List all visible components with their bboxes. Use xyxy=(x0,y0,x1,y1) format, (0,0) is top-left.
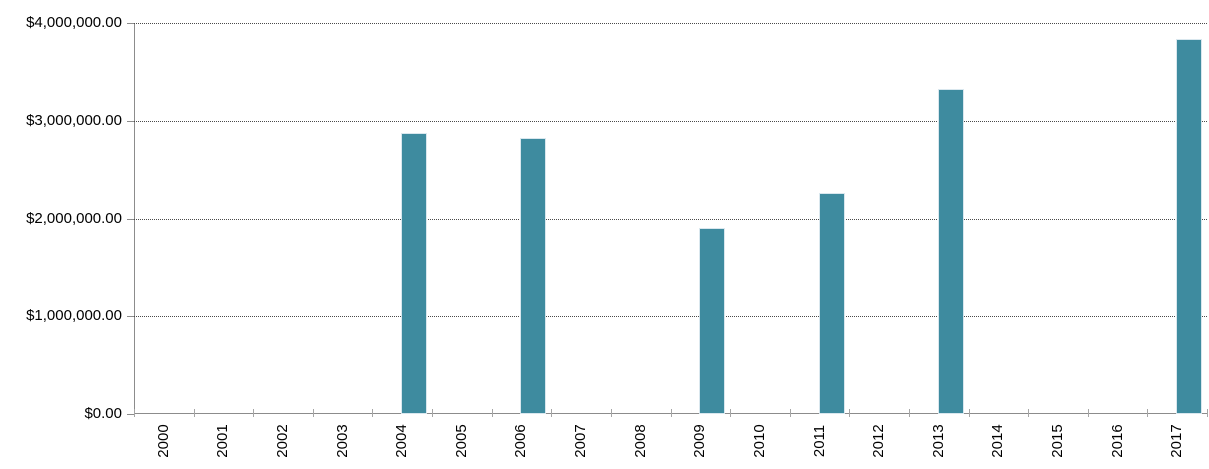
gridline xyxy=(134,121,1207,122)
bar-2009 xyxy=(699,228,725,414)
x-axis-tick-label: 2016 xyxy=(1109,424,1126,458)
x-axis-tick-mark xyxy=(194,409,195,417)
x-axis-tick-label: 2015 xyxy=(1049,424,1066,458)
y-axis-tick-mark xyxy=(127,23,134,24)
x-axis-tick-label: 2013 xyxy=(930,424,947,458)
x-axis-tick-label: 2005 xyxy=(453,424,470,458)
x-axis-tick-mark xyxy=(790,409,791,417)
y-axis-tick-label: $2,000,000.00 xyxy=(26,210,122,227)
x-axis-tick-label: 2003 xyxy=(334,424,351,458)
x-axis-tick-mark xyxy=(1088,409,1089,417)
x-axis-tick-mark xyxy=(849,409,850,417)
x-axis-tick-mark xyxy=(492,409,493,417)
y-axis-tick-label: $0.00 xyxy=(84,405,122,422)
bar-2017 xyxy=(1176,39,1202,414)
x-axis-tick-mark xyxy=(969,409,970,417)
x-axis-tick-label: 2002 xyxy=(274,424,291,458)
x-axis-tick-label: 2004 xyxy=(393,424,410,458)
x-axis-tick-label: 2007 xyxy=(572,424,589,458)
bar-2004 xyxy=(401,133,427,414)
x-axis-tick-label: 2017 xyxy=(1168,424,1185,458)
x-axis-tick-label: 2011 xyxy=(811,424,828,458)
y-axis-tick-mark xyxy=(127,414,134,415)
y-axis-tick-mark xyxy=(127,219,134,220)
x-axis-tick-mark xyxy=(1028,409,1029,417)
gridline xyxy=(134,23,1207,24)
x-axis-tick-mark xyxy=(1207,409,1208,417)
x-axis-tick-label: 2010 xyxy=(751,424,768,458)
x-axis-tick-label: 2001 xyxy=(214,424,231,458)
x-axis-tick-mark xyxy=(1147,409,1148,417)
x-axis-tick-label: 2012 xyxy=(870,424,887,458)
x-axis-tick-label: 2014 xyxy=(989,424,1006,458)
x-axis-tick-mark xyxy=(551,409,552,417)
bar-2011 xyxy=(819,193,845,414)
x-axis-tick-mark xyxy=(671,409,672,417)
x-axis-tick-label: 2009 xyxy=(691,424,708,458)
plot-area xyxy=(134,23,1207,414)
gridline xyxy=(134,219,1207,220)
x-axis-tick-mark xyxy=(909,409,910,417)
x-axis-tick-label: 2008 xyxy=(632,424,649,458)
x-axis-tick-label: 2006 xyxy=(512,424,529,458)
y-axis-tick-mark xyxy=(127,316,134,317)
x-axis-tick-mark xyxy=(313,409,314,417)
x-axis-tick-mark xyxy=(134,409,135,417)
x-axis-tick-mark xyxy=(730,409,731,417)
x-axis-tick-mark xyxy=(432,409,433,417)
bar-2006 xyxy=(520,138,546,414)
y-axis-tick-label: $1,000,000.00 xyxy=(26,307,122,324)
y-axis-tick-label: $3,000,000.00 xyxy=(26,112,122,129)
y-axis-tick-mark xyxy=(127,121,134,122)
x-axis-tick-mark xyxy=(253,409,254,417)
x-axis-tick-label: 2000 xyxy=(155,424,172,458)
x-axis-tick-mark xyxy=(372,409,373,417)
y-axis-tick-label: $4,000,000.00 xyxy=(26,14,122,31)
bar-2013 xyxy=(938,89,964,414)
x-axis-tick-mark xyxy=(611,409,612,417)
gridline xyxy=(134,316,1207,317)
